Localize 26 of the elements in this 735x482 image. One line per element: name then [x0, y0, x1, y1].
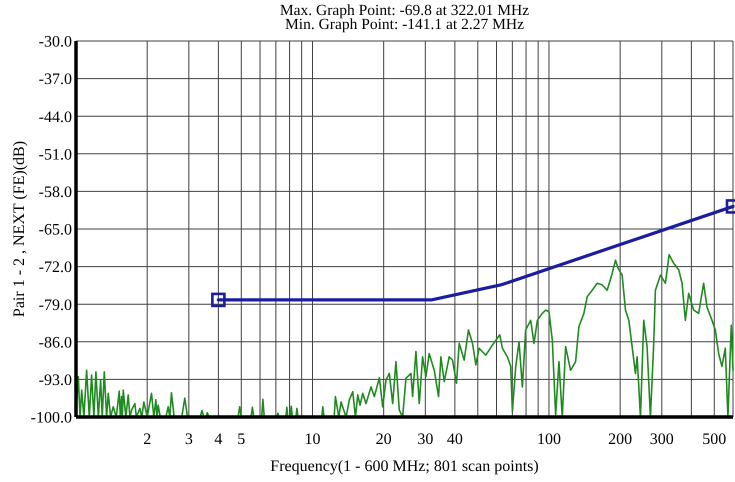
- y-tick-label: -100.0: [30, 410, 72, 427]
- x-tick-label: 5: [237, 431, 246, 448]
- y-tick-label: -72.0: [38, 259, 72, 276]
- x-tick-label: 500: [702, 431, 726, 448]
- x-tick-label: 4: [214, 431, 222, 448]
- x-tick-label: 10: [304, 431, 320, 448]
- y-tick-label: -58.0: [38, 184, 72, 201]
- y-tick-label: -51.0: [38, 146, 72, 164]
- x-tick-label: 20: [376, 431, 392, 448]
- y-tick-label: -93.0: [38, 372, 72, 389]
- x-tick-label: 100: [536, 431, 561, 448]
- x-tick-label: 2: [143, 431, 152, 448]
- y-tick-label: -30.0: [38, 34, 72, 51]
- x-tick-label: 300: [650, 431, 674, 448]
- y-tick-label: -37.0: [38, 71, 72, 88]
- y-tick-label: -65.0: [38, 222, 72, 239]
- x-tick-label: 200: [608, 431, 632, 448]
- y-tick-label: -79.0: [38, 296, 72, 314]
- x-axis-title: Frequency(1 - 600 MHz; 801 scan points): [270, 458, 539, 476]
- x-tick-label: 3: [184, 431, 193, 448]
- chart-title: Max. Graph Point: -69.8 at 322.01 MHz: [280, 2, 530, 19]
- x-tick-label: 30: [417, 431, 434, 448]
- y-tick-label: -86.0: [38, 334, 72, 352]
- y-tick-label: -44.0: [38, 108, 72, 126]
- y-axis-title: Pair 1 - 2 , NEXT (FE)(dB): [11, 140, 29, 318]
- x-tick-label: 40: [446, 431, 463, 448]
